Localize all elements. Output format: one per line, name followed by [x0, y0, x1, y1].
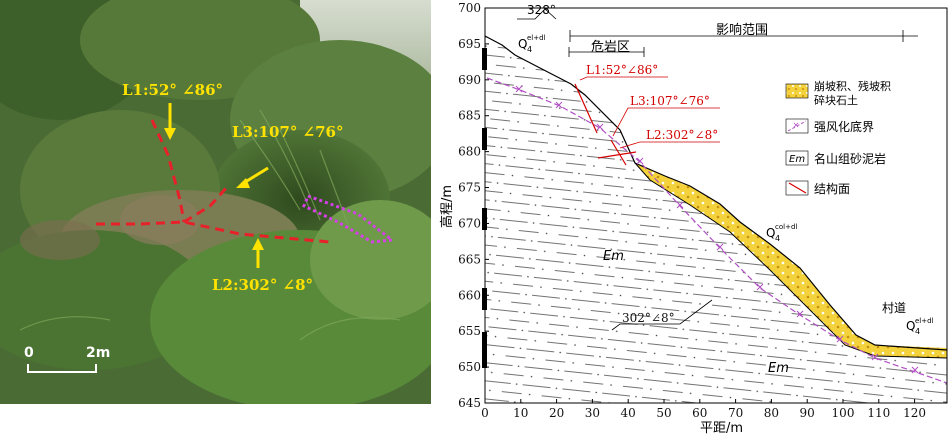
- photo-label-l3: L3:107° ∠76°: [232, 123, 344, 141]
- legend-weathering-label: 强风化底界: [814, 119, 874, 134]
- legend-colluvium-label-1: 崩坡积、残坡积: [814, 79, 891, 93]
- x-tick-label: 110: [867, 406, 890, 420]
- x-tick-label: 10: [513, 406, 528, 420]
- influence-range: 影响范围: [569, 22, 918, 42]
- svg-text:0: 0: [24, 345, 34, 361]
- bedding-attitude: 302°∠8°: [622, 311, 675, 325]
- em-label-upper: Em: [603, 249, 624, 264]
- section-label-l3: L3:107°∠76°: [630, 94, 710, 108]
- photo-joint-l1: [150, 119, 186, 223]
- village-road-label: 村道: [882, 301, 906, 315]
- photo-label-l1: L1:52° ∠86°: [122, 81, 223, 99]
- em-label-lower: Em: [768, 361, 789, 376]
- y-tick-label: 670: [458, 216, 481, 230]
- svg-text:4: 4: [775, 234, 780, 243]
- cross-section: L1:52°∠86° L3:107°∠76° L2:302°∠8° 302°∠8…: [439, 1, 948, 434]
- danger-zone: 危岩区: [568, 40, 645, 57]
- x-tick-label: 70: [728, 406, 743, 420]
- soil-label-mid: Q 4 col+dl: [766, 223, 797, 243]
- legend-colluvium-label-2: 碎块石土: [814, 93, 858, 107]
- x-tick-label: 40: [621, 406, 636, 420]
- photo-joint-l3: [183, 184, 230, 224]
- x-tick-label: 100: [832, 406, 855, 420]
- section-label-l2: L2:302°∠8°: [646, 128, 718, 142]
- y-tick-label: 650: [458, 360, 481, 374]
- y-tick-label: 685: [458, 109, 481, 123]
- y-tick-label: 700: [458, 1, 481, 15]
- x-axis-label: 平距/m: [700, 421, 743, 434]
- x-tick-label: 120: [903, 406, 926, 420]
- photo-weathering-boundary: [302, 194, 396, 244]
- svg-text:影响范围: 影响范围: [716, 22, 768, 38]
- x-tick-label: 50: [656, 406, 671, 420]
- svg-text:Q: Q: [518, 37, 527, 51]
- x-axis-ticks: 0 10 20 30 40 50 60 70 80 90 100 110 120: [481, 399, 926, 420]
- photo-label-l2: L2:302° ∠8°: [212, 276, 313, 294]
- y-tick-label: 680: [458, 145, 481, 159]
- plot-frame: [484, 7, 948, 404]
- y-tick-label: 690: [458, 73, 481, 87]
- svg-text:Q: Q: [766, 226, 775, 240]
- y-tick-label: 645: [458, 396, 481, 410]
- y-tick-label: 695: [458, 37, 481, 51]
- svg-text:4: 4: [915, 327, 920, 336]
- section-label-l1: L1:52°∠86°: [586, 63, 658, 77]
- svg-text:危岩区: 危岩区: [591, 40, 630, 55]
- svg-text:328°: 328°: [527, 3, 556, 17]
- legend-em-swatch: Em: [785, 150, 809, 166]
- azimuth-marker: 328°: [517, 3, 557, 20]
- svg-text:el+dl: el+dl: [915, 317, 934, 325]
- soil-label-top: Q 4 el+dl: [518, 34, 546, 54]
- y-tick-label: 665: [458, 252, 481, 266]
- legend-colluvium-swatch: [785, 83, 809, 99]
- svg-text:2m: 2m: [86, 345, 110, 361]
- x-tick-label: 20: [549, 406, 564, 420]
- field-photo: L1:52° ∠86° L3:107° ∠76° L2:302° ∠8° 0 2…: [0, 0, 431, 404]
- y-tick-label: 655: [458, 324, 481, 338]
- y-tick-label: 660: [458, 288, 481, 302]
- legend-weathering-swatch: [785, 118, 809, 134]
- x-tick-label: 0: [481, 406, 489, 420]
- weathering-marks: [515, 85, 919, 374]
- legend-em-label: 名山组砂泥岩: [814, 151, 886, 166]
- scale-bar: 0 2m: [24, 345, 110, 373]
- svg-text:4: 4: [527, 45, 532, 54]
- x-tick-label: 80: [764, 406, 779, 420]
- legend-structural-label: 结构面: [814, 181, 850, 196]
- y-tick-label: 675: [458, 181, 481, 195]
- svg-text:Q: Q: [906, 319, 915, 333]
- x-tick-label: 60: [692, 406, 707, 420]
- svg-text:el+dl: el+dl: [527, 34, 546, 42]
- svg-text:Em: Em: [789, 154, 805, 165]
- x-tick-label: 90: [800, 406, 815, 420]
- x-tick-label: 30: [585, 406, 600, 420]
- y-axis-ticks: 700 695 690 685 680 675 670 665 660 655 650 645: [458, 1, 489, 410]
- section-joints: [574, 83, 637, 166]
- ground-surface: [484, 35, 948, 351]
- svg-text:col+dl: col+dl: [775, 223, 797, 231]
- legend-structural-swatch: [785, 180, 809, 196]
- soil-label-right: Q 4 el+dl: [906, 317, 934, 336]
- legend: 崩坡积、残坡积 碎块石土 强风化底界 Em 名山组砂泥岩 结构面: [785, 79, 891, 196]
- axis-bars: [482, 48, 487, 368]
- weathering-boundary-line: [486, 77, 948, 384]
- y-axis-label: 高程/m: [439, 185, 455, 228]
